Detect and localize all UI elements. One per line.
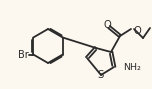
Text: Br: Br xyxy=(17,49,28,60)
Text: NH₂: NH₂ xyxy=(123,63,141,73)
Text: O: O xyxy=(133,26,141,36)
Text: O: O xyxy=(103,20,111,30)
Text: S: S xyxy=(98,70,104,80)
